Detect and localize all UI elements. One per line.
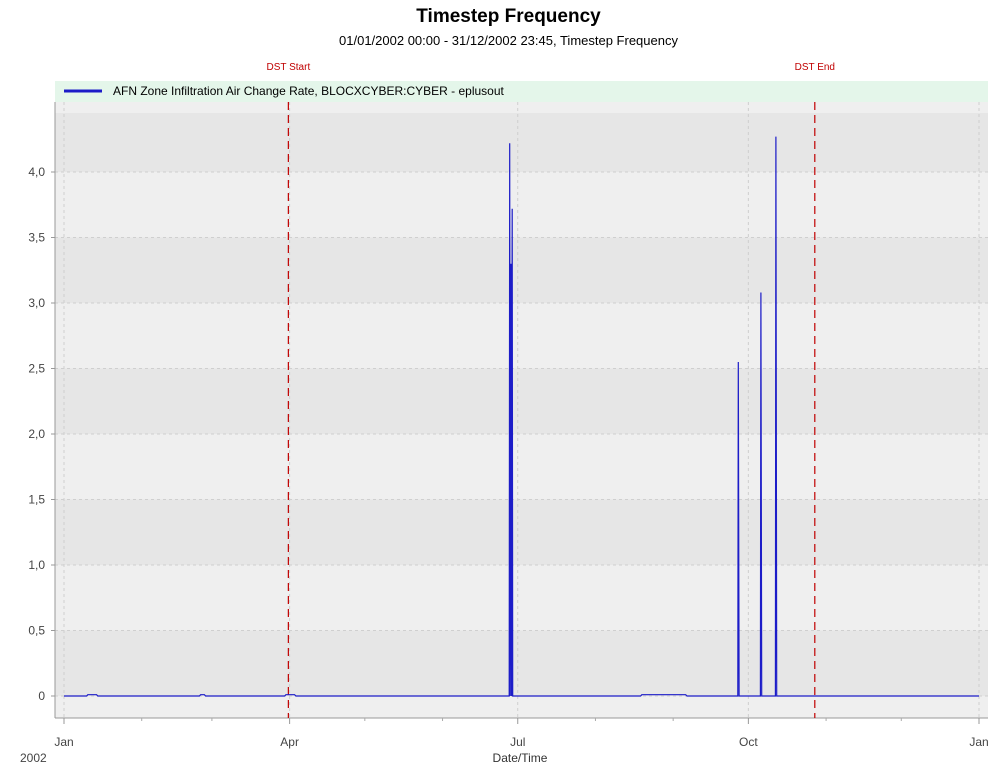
dst-markers: DST Start DST End — [267, 62, 835, 718]
plot-band — [55, 696, 988, 710]
x-tick-label: Jan — [54, 735, 73, 749]
plot-band — [55, 499, 988, 565]
y-tick-label: 2,5 — [28, 362, 45, 376]
y-tick-label: 3,5 — [28, 231, 45, 245]
x-tick-label: Apr — [280, 735, 299, 749]
y-tick-label: 1,0 — [28, 558, 45, 572]
legend: AFN Zone Infiltration Air Change Rate, B… — [55, 81, 988, 102]
x-tick-label: Oct — [739, 735, 758, 749]
y-tick-label: 0,5 — [28, 624, 45, 638]
plot-band — [55, 434, 988, 500]
y-tick-label: 0 — [38, 689, 45, 703]
plot-bands — [55, 102, 988, 718]
y-tick-label: 4,0 — [28, 165, 45, 179]
y-axis-ticks: 0 0,5 1,0 1,5 2,0 2,5 3,0 3,5 4,0 — [28, 165, 55, 703]
chart-subtitle: 01/01/2002 00:00 - 31/12/2002 23:45, Tim… — [339, 33, 678, 48]
x-axis-ticks: Jan Apr Jul Oct Jan — [54, 718, 989, 749]
plot-band — [55, 172, 988, 238]
grid-lines — [54, 102, 988, 719]
y-tick-label: 3,0 — [28, 296, 45, 310]
dst-marker-label: DST End — [795, 62, 835, 73]
series-group — [64, 136, 979, 697]
x-tick-label: Jan — [969, 735, 988, 749]
x-tick-label: Jul — [510, 735, 525, 749]
plot-band — [55, 237, 988, 303]
chart-title: Timestep Frequency — [416, 6, 601, 27]
legend-entry: AFN Zone Infiltration Air Change Rate, B… — [113, 84, 505, 98]
dst-marker-label: DST Start — [267, 62, 311, 73]
plot-band — [55, 368, 988, 434]
plot-band — [55, 113, 988, 172]
plot-band — [55, 630, 988, 696]
plot-band — [55, 303, 988, 369]
plot-band — [55, 565, 988, 631]
x-axis-year-label: 2002 — [20, 751, 47, 765]
y-tick-label: 1,5 — [28, 493, 45, 507]
series-line — [64, 136, 979, 697]
legend-background — [55, 81, 988, 102]
x-axis-title: Date/Time — [493, 751, 548, 765]
y-tick-label: 2,0 — [28, 427, 45, 441]
